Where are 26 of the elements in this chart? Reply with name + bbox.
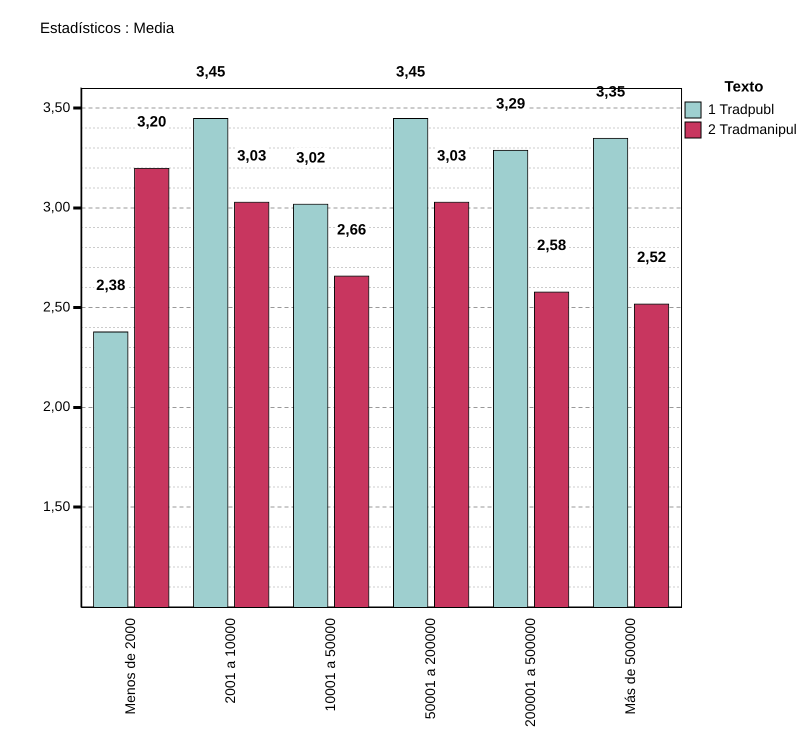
- data-label: 3,29: [496, 96, 526, 113]
- y-tick-label: 3,50: [43, 98, 70, 115]
- data-label: 2,52: [636, 249, 666, 266]
- x-tick-label: Menos de 2000: [122, 618, 138, 715]
- y-tick-label: 1,50: [43, 498, 70, 514]
- legend-label: 2 Tradmanipul: [708, 120, 797, 137]
- x-tick-label: 2001 a 10000: [222, 618, 238, 704]
- x-tick-label: 10001 a 50000: [322, 618, 338, 712]
- x-tick-label: 50001 a 200000: [422, 618, 438, 720]
- chart-title: Estadísticos : Media: [40, 20, 175, 38]
- data-label: 2,66: [337, 221, 366, 238]
- legend-label: 1 Tradpubl: [708, 100, 774, 117]
- data-label: 2,58: [536, 237, 566, 254]
- y-tick-label: 2,00: [43, 398, 70, 414]
- y-tick-label: 2,50: [43, 298, 70, 314]
- data-label: 3,02: [296, 149, 326, 166]
- data-label: 3,03: [237, 147, 266, 164]
- data-label: 2,38: [96, 277, 126, 294]
- data-label: 3,03: [437, 147, 466, 164]
- x-tick-label: 200001 a 500000: [522, 618, 538, 727]
- y-tick-label: 3,00: [43, 198, 70, 215]
- legend-title: Texto: [724, 78, 764, 96]
- data-label: 3,45: [196, 64, 226, 81]
- data-label: 3,45: [396, 64, 426, 81]
- x-tick-label: Más de 500000: [622, 618, 638, 715]
- data-label: 3,20: [137, 113, 166, 130]
